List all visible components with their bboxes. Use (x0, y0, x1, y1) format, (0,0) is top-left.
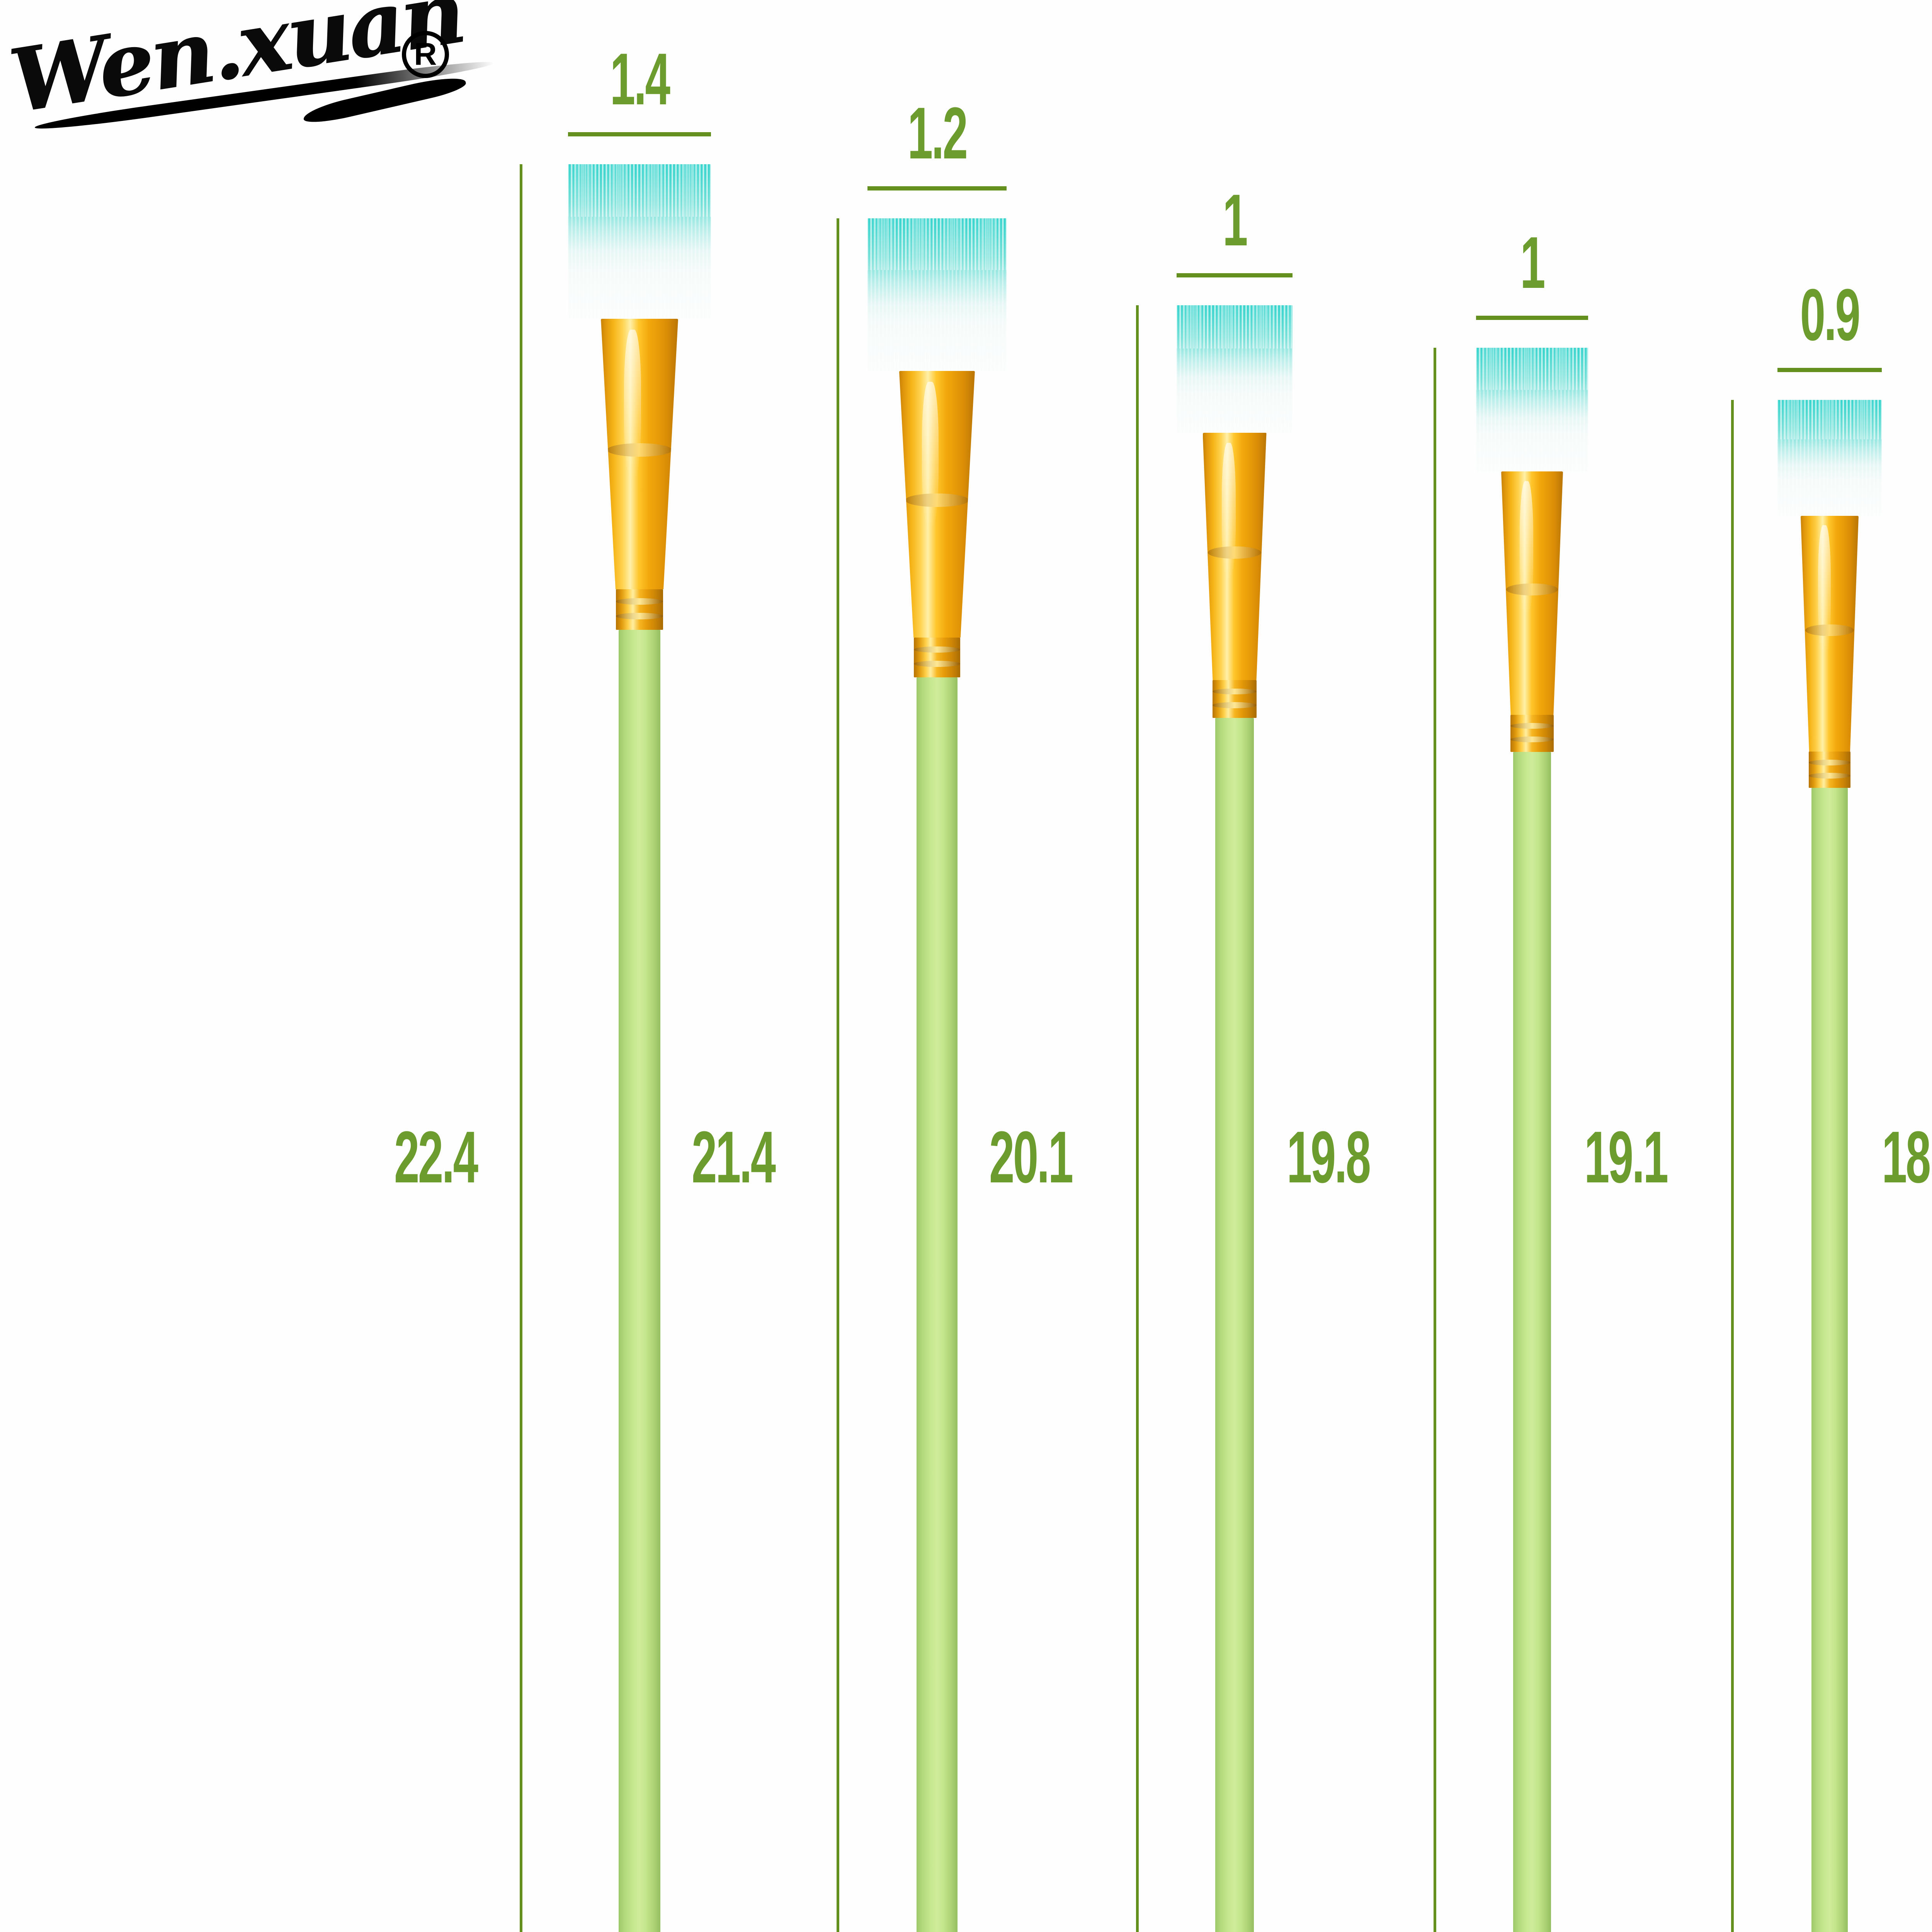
ferrule-seam-3 (1208, 546, 1262, 559)
length-label-5: 19.1 (1584, 1116, 1668, 1198)
width-measure-rule-2 (867, 186, 1007, 190)
width-measure-rule-3 (1177, 273, 1293, 277)
length-label-3: 20.1 (989, 1116, 1073, 1198)
brush-ferrule-1 (601, 319, 678, 589)
brush-bristles-2 (867, 218, 1007, 371)
length-label-2: 21.4 (692, 1116, 776, 1198)
width-label-2: 1.2 (907, 92, 968, 174)
brand-logo: Wen.xuan R (3, 0, 518, 151)
brush-handle-5 (1811, 788, 1848, 1932)
width-measure-rule-5 (1777, 368, 1882, 372)
ferrule-seam-2 (905, 493, 969, 507)
width-measure-rule-1 (568, 132, 711, 136)
ferrule-seam-4 (1506, 583, 1558, 596)
brush-handle-3 (1215, 718, 1254, 1932)
width-label-5: 0.9 (1800, 274, 1861, 356)
length-label-4: 19.8 (1287, 1116, 1371, 1198)
brush-ferrule-5 (1801, 516, 1859, 752)
length-measure-line-4 (1434, 348, 1436, 1932)
width-label-1: 1.4 (610, 38, 670, 120)
brush-handle-2 (917, 677, 957, 1932)
length-label-1: 22.4 (394, 1116, 478, 1198)
ferrule-crimp-band-4 (1510, 715, 1554, 752)
brush-ferrule-2 (899, 371, 975, 638)
ferrule-crimp-band-2 (914, 638, 960, 677)
brush-ferrule-4 (1501, 471, 1563, 715)
ferrule-crimp-band-1 (616, 589, 663, 630)
brush-bristles-5 (1777, 400, 1882, 516)
length-measure-line-2 (837, 218, 839, 1932)
width-label-4: 1 (1520, 222, 1546, 304)
length-label-6: 18.2 (1882, 1116, 1932, 1198)
ferrule-crimp-band-3 (1213, 680, 1257, 718)
brush-bristles-4 (1476, 348, 1588, 471)
ferrule-seam-5 (1805, 624, 1854, 636)
brush-ferrule-3 (1202, 433, 1267, 680)
ferrule-crimp-band-5 (1809, 752, 1850, 788)
length-measure-line-5 (1731, 400, 1734, 1932)
brush-handle-1 (619, 630, 660, 1932)
width-label-3: 1 (1223, 179, 1248, 261)
length-measure-line-1 (520, 164, 522, 1932)
length-measure-line-3 (1136, 305, 1139, 1932)
width-measure-rule-4 (1476, 316, 1588, 320)
ferrule-seam-1 (607, 443, 672, 457)
brand-wordmark: Wen.xuan (3, 0, 469, 133)
brush-handle-4 (1513, 752, 1551, 1932)
brush-bristles-3 (1177, 305, 1293, 433)
brush-bristles-1 (568, 164, 711, 319)
